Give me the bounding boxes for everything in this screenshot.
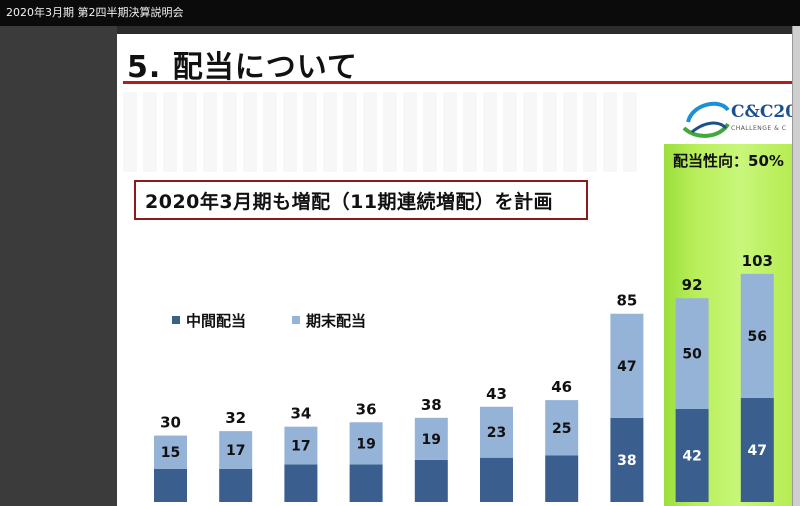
dividend-bar-chart: 30 15 32 17 34 17 36 19 38 19 43 23 46 25 85 47 38 92 50 42…	[154, 252, 774, 502]
bar-total-label: 36	[356, 400, 377, 418]
bar-year-end-label: 25	[552, 421, 571, 437]
bar-total-label: 34	[290, 405, 311, 423]
bar-total-label: 92	[682, 276, 703, 294]
bar-total-label: 38	[421, 396, 442, 414]
headline-callout: 2020年3月期も増配（11期連続増配）を計画	[134, 180, 588, 220]
legend-item-interim: 中間配当	[172, 310, 246, 331]
slide-top-border	[117, 26, 792, 34]
legend-label-year-end: 期末配当	[306, 312, 367, 330]
bar-interim-label: 47	[748, 443, 767, 459]
title-underline	[123, 81, 792, 84]
bar-year-end	[480, 406, 513, 458]
bar-year-end	[219, 431, 253, 469]
logo-text: C&C20	[731, 102, 792, 122]
bar-year-end-label: 19	[422, 432, 441, 448]
bar-interim	[154, 468, 187, 502]
bar-interim-label: 38	[617, 453, 636, 469]
bar-total-label: 103	[742, 252, 773, 270]
bar-year-end-label: 56	[748, 329, 767, 345]
bar-interim	[545, 455, 579, 502]
bar-year-end-label: 15	[161, 445, 180, 461]
payout-ratio-label: 配当性向：50%	[673, 152, 784, 170]
scrollbar[interactable]	[792, 26, 800, 506]
window-title: 2020年3月期 第2四半期決算説明会	[6, 6, 184, 19]
legend-swatch-year-end	[292, 316, 300, 324]
bar-interim	[284, 464, 318, 502]
bar-interim-label: 42	[682, 448, 701, 464]
bar-year-end	[154, 435, 187, 469]
headline-callout-text: 2020年3月期も増配（11期連続増配）を計画	[145, 191, 554, 213]
logo-subtext: CHALLENGE & C	[731, 125, 787, 132]
bar-year-end	[349, 422, 383, 465]
bar-year-end-label: 17	[226, 443, 245, 459]
bar-year-end	[675, 298, 709, 409]
bar-interim	[480, 457, 513, 502]
bar-year-end	[740, 273, 774, 398]
legend-label-interim: 中間配当	[186, 312, 247, 330]
bar-year-end-label: 50	[682, 347, 702, 363]
slide-title: 5. 配当について	[127, 50, 358, 85]
legend-swatch-interim	[172, 316, 180, 324]
bar-year-end	[610, 313, 644, 418]
bar-total-label: 43	[486, 385, 507, 403]
bar-year-end	[414, 417, 448, 460]
legend-item-year-end: 期末配当	[292, 310, 366, 331]
bar-interim	[740, 397, 774, 502]
bar-year-end-label: 47	[617, 359, 636, 375]
bar-total-label: 32	[225, 409, 246, 427]
bar-year-end-label: 17	[291, 439, 310, 455]
bar-total-label: 46	[551, 378, 572, 396]
bar-year-end-label: 23	[487, 425, 506, 441]
left-panel	[0, 26, 117, 506]
logo-mark-icon	[682, 101, 730, 138]
window-titlebar: 2020年3月期 第2四半期決算説明会	[0, 0, 800, 26]
faded-background-text	[123, 92, 643, 172]
bar-total-label: 85	[616, 292, 637, 310]
bar-year-end-label: 19	[356, 436, 375, 452]
bar-interim	[219, 468, 253, 502]
slide-canvas: 5. 配当について C&C20 CHALLENGE & C 配当性向：50% 2…	[117, 34, 792, 506]
bar-interim	[610, 417, 644, 502]
bar-interim	[675, 408, 709, 502]
bar-year-end	[284, 426, 318, 465]
bar-total-label: 30	[160, 414, 181, 432]
bar-interim	[349, 464, 383, 502]
bar-interim	[414, 459, 448, 502]
bar-year-end	[545, 400, 579, 456]
